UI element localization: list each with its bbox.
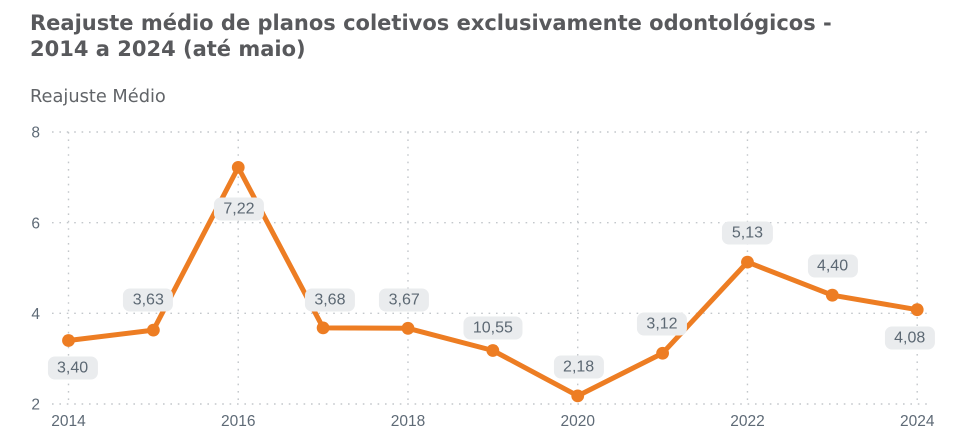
data-point-2020 bbox=[571, 389, 585, 403]
data-label-2023: 4,40 bbox=[807, 254, 858, 278]
x-axis-tick-label: 2018 bbox=[391, 413, 425, 430]
data-label-2017: 3,68 bbox=[304, 288, 355, 312]
data-label-2016: 7,22 bbox=[213, 197, 265, 221]
x-axis-tick-label: 2024 bbox=[900, 413, 935, 430]
x-axis-tick-label: 2016 bbox=[221, 413, 255, 430]
data-point-2018 bbox=[401, 321, 415, 335]
data-point-2024 bbox=[910, 303, 924, 317]
data-label-2018: 3,67 bbox=[379, 288, 430, 312]
y-axis-tick-label: 6 bbox=[31, 215, 40, 232]
data-label-2022: 5,13 bbox=[722, 221, 773, 245]
data-point-2023 bbox=[825, 288, 839, 302]
x-axis-tick-label: 2022 bbox=[730, 413, 764, 430]
series-legend-label: Reajuste Médio bbox=[30, 85, 166, 107]
x-axis-tick-label: 2020 bbox=[560, 413, 595, 430]
series-line bbox=[66, 164, 920, 399]
data-label-2024: 4,08 bbox=[884, 326, 935, 350]
y-axis-tick-label: 4 bbox=[31, 306, 40, 323]
data-label-2019: 10,55 bbox=[463, 316, 523, 340]
data-point-2021 bbox=[656, 346, 669, 360]
data-label-2020: 2,18 bbox=[553, 355, 604, 379]
data-point-2014 bbox=[62, 334, 75, 347]
data-point-2015 bbox=[146, 323, 160, 337]
chart-title: Reajuste médio de planos coletivos exclu… bbox=[30, 10, 832, 61]
data-point-2017 bbox=[316, 321, 330, 335]
data-point-2019 bbox=[486, 344, 500, 357]
data-point-2022 bbox=[741, 255, 754, 269]
data-label-2015: 3,63 bbox=[123, 288, 174, 312]
data-point-2016 bbox=[231, 160, 245, 174]
y-axis-tick-label: 8 bbox=[31, 125, 40, 142]
data-label-2014: 3,40 bbox=[47, 356, 98, 380]
x-axis-tick-label: 2014 bbox=[51, 413, 86, 430]
y-axis-tick-label: 2 bbox=[31, 397, 40, 414]
data-label-2021: 3,12 bbox=[636, 312, 688, 336]
